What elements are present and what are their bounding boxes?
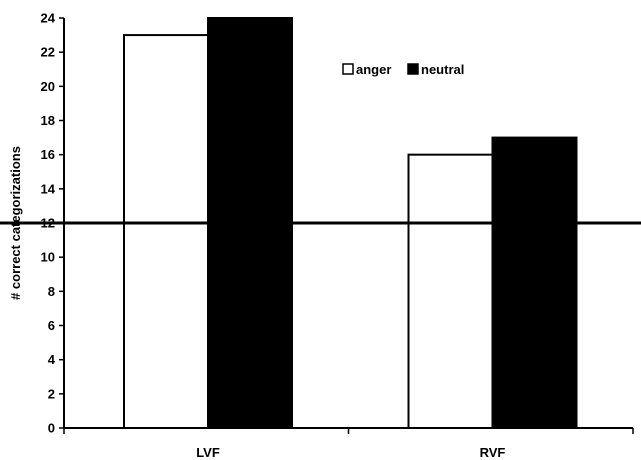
legend-label-neutral: neutral <box>421 62 464 77</box>
bar-anger-rvf <box>407 153 494 430</box>
y-tick-label: 22 <box>41 45 55 60</box>
y-tick-label: 4 <box>48 352 56 367</box>
y-tick-label: 6 <box>48 318 55 333</box>
y-tick-label: 20 <box>41 79 55 94</box>
bars <box>123 17 578 430</box>
legend-swatch-anger <box>342 63 354 75</box>
y-tick-label: 16 <box>41 147 55 162</box>
legend-swatch-neutral <box>407 63 419 75</box>
y-tick-label: 8 <box>48 284 55 299</box>
y-tick-label: 24 <box>41 11 56 26</box>
y-tick-label: 14 <box>41 181 56 196</box>
x-category-label: RVF <box>480 445 506 460</box>
y-tick-label: 10 <box>41 250 55 265</box>
bar-anger-lvf <box>123 34 209 429</box>
y-axis-title: # correct categorizations <box>8 146 23 300</box>
x-category-label: LVF <box>196 445 220 460</box>
y-tick-label: 0 <box>48 421 55 436</box>
legend: anger neutral <box>342 62 464 77</box>
x-axis-ticks: LVF RVF <box>63 428 634 460</box>
y-tick-label: 18 <box>41 113 55 128</box>
bar-neutral-rvf <box>491 136 578 429</box>
y-tick-label: 2 <box>48 386 55 401</box>
legend-label-anger: anger <box>356 62 391 77</box>
